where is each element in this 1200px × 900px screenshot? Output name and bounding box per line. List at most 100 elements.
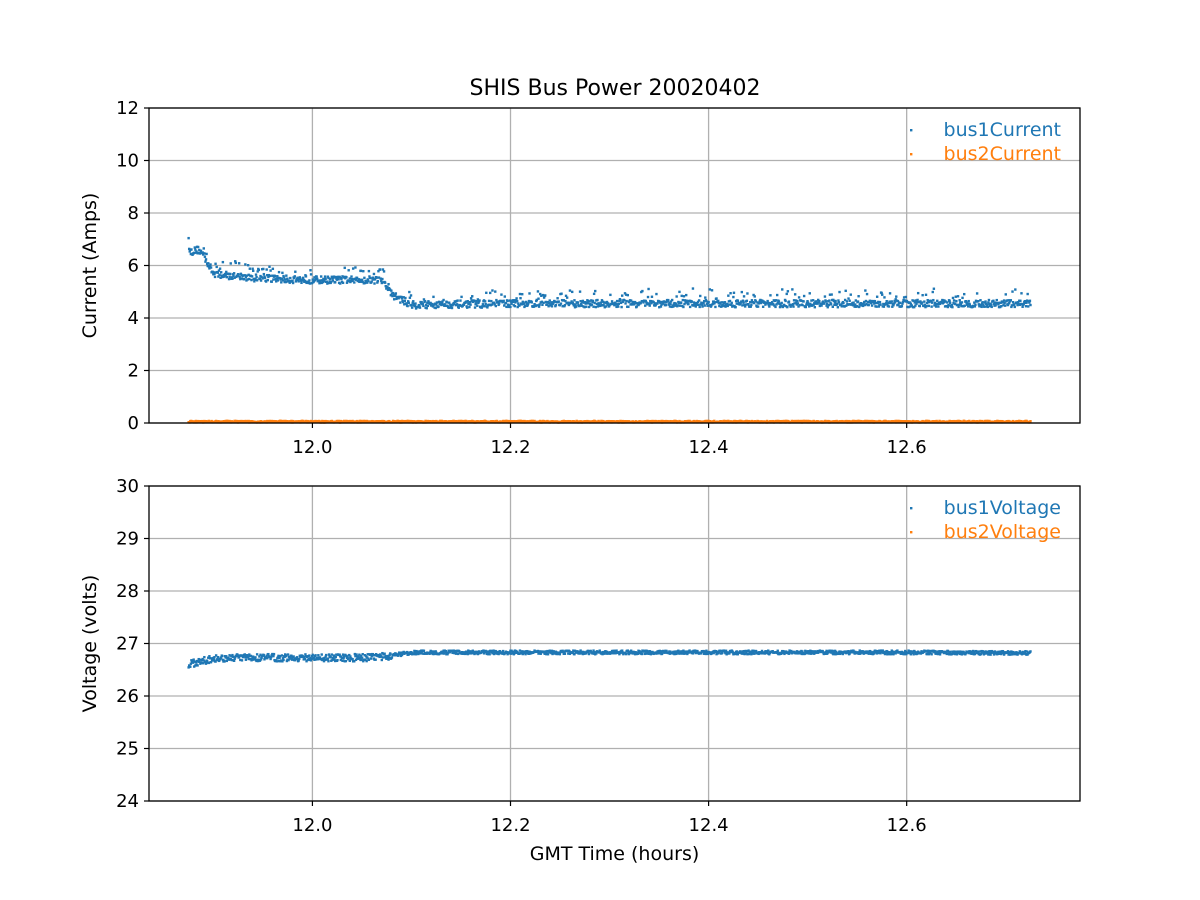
bus1Current-point	[960, 301, 964, 304]
bus1Voltage-point	[353, 660, 356, 663]
bus1Current-point	[248, 267, 252, 270]
bus1Current-series	[187, 236, 1032, 310]
bus1Voltage-point	[801, 650, 804, 653]
bus1Voltage-point	[322, 659, 326, 663]
bus1Current-point	[594, 305, 597, 309]
bus1Voltage-point	[262, 654, 266, 657]
bus1Current-point	[228, 275, 231, 278]
bus1Current-point	[218, 267, 222, 270]
bus1Voltage-point	[930, 653, 933, 656]
bus1Voltage-point	[329, 656, 332, 659]
bus1Current-point	[946, 305, 950, 309]
bus1Current-point	[526, 304, 529, 308]
bus1Voltage-point	[712, 651, 715, 655]
bus1Voltage-point	[484, 649, 487, 653]
bus1Current-point	[404, 296, 407, 300]
bus1Current-point	[538, 292, 542, 296]
bus1Current-point	[332, 275, 336, 278]
bus1Current-point	[1021, 305, 1024, 308]
bus1Current-point	[285, 274, 288, 277]
bus1Current-point	[414, 302, 417, 305]
bus1Current-point	[874, 301, 878, 305]
bus1Current-point	[820, 302, 824, 306]
current-x-tick-label: 12.4	[689, 437, 729, 458]
bus1Voltage-point	[277, 659, 281, 663]
bus1Current-point	[897, 303, 900, 306]
bus1Voltage-point	[962, 650, 965, 654]
bus1Voltage-point	[955, 653, 959, 656]
bus1Voltage-point	[323, 658, 327, 662]
bus1Voltage-point	[728, 652, 731, 655]
bus1Current-point	[391, 294, 394, 298]
bus1Current-point	[368, 276, 372, 280]
bus1Voltage-point	[304, 653, 307, 656]
bus1Voltage-point	[244, 658, 248, 661]
bus1Voltage-point	[749, 651, 752, 654]
bus1Current-point	[955, 299, 958, 303]
bus1Current-point	[392, 298, 396, 301]
bus2Current-legend-label: bus2Current	[944, 143, 1061, 165]
bus1Voltage-point	[243, 653, 246, 656]
bus1Current-point	[988, 304, 992, 308]
bus1Current-point	[367, 269, 371, 273]
bus1Current-point	[276, 275, 279, 278]
bus1Current-point	[297, 280, 300, 283]
bus1Current-point	[465, 305, 468, 308]
bus1Voltage-point	[989, 653, 992, 656]
bus1Current-point	[559, 302, 563, 305]
bus1Current-point	[740, 300, 743, 303]
bus1Current-point	[694, 305, 697, 308]
bus1Current-point	[836, 302, 839, 305]
bus1Voltage-point	[431, 650, 434, 653]
bus1Voltage-point	[933, 650, 937, 653]
bus1Current-point	[195, 250, 198, 253]
bus1Current-point	[467, 302, 471, 306]
bus1Current-point	[380, 281, 384, 285]
bus1Current-point	[478, 299, 481, 302]
bus1Current-point	[832, 299, 836, 303]
bus1Current-point	[221, 260, 225, 264]
bus1Voltage-point	[598, 649, 601, 652]
bus1Current-point	[418, 306, 422, 309]
bus1Voltage-point	[414, 653, 418, 656]
bus1Voltage-point	[553, 652, 556, 655]
bus1Current-point	[190, 248, 193, 251]
bus2Current-point	[459, 421, 462, 424]
bus1Voltage-point	[202, 659, 205, 662]
bus1Voltage-point	[290, 658, 294, 661]
bus1Current-point	[754, 300, 758, 303]
bus1Voltage-point	[573, 653, 576, 656]
bus1Current-point	[485, 291, 488, 295]
bus1Current-point	[691, 287, 695, 290]
bus1Voltage-point	[213, 655, 216, 659]
bus1Current-point	[925, 304, 928, 308]
bus1Current-point	[917, 300, 920, 304]
bus1Current-point	[228, 272, 232, 276]
bus1Voltage-point	[214, 660, 217, 663]
bus1Current-point	[749, 305, 752, 308]
bus1Current-point	[263, 276, 267, 279]
bus1Current-point	[767, 303, 770, 307]
bus1Current-point	[648, 304, 651, 307]
bus1Current-point	[359, 269, 363, 273]
bus1Voltage-point	[415, 650, 419, 654]
bus1Voltage-point	[723, 649, 726, 653]
bus1Voltage-point	[312, 656, 316, 659]
bus1Voltage-point	[208, 655, 211, 658]
bus1Current-point	[731, 304, 735, 307]
bus1Current-point	[261, 277, 264, 280]
bus1Voltage-point	[444, 649, 448, 653]
bus1Voltage-point	[803, 652, 806, 656]
bus1Current-point	[776, 301, 779, 305]
bus1Voltage-point	[936, 650, 939, 653]
bus1Current-point	[410, 306, 414, 309]
bus1Voltage-point	[898, 651, 902, 654]
bus1Current-point	[349, 279, 353, 283]
bus1Current-point	[621, 300, 624, 304]
bus1Current-point	[673, 304, 677, 307]
bus1Current-point	[363, 281, 367, 285]
bus1Current-point	[330, 275, 334, 278]
bus1Voltage-point	[198, 660, 201, 664]
bus1Voltage-point	[967, 651, 970, 655]
bus1Current-point	[260, 275, 263, 279]
